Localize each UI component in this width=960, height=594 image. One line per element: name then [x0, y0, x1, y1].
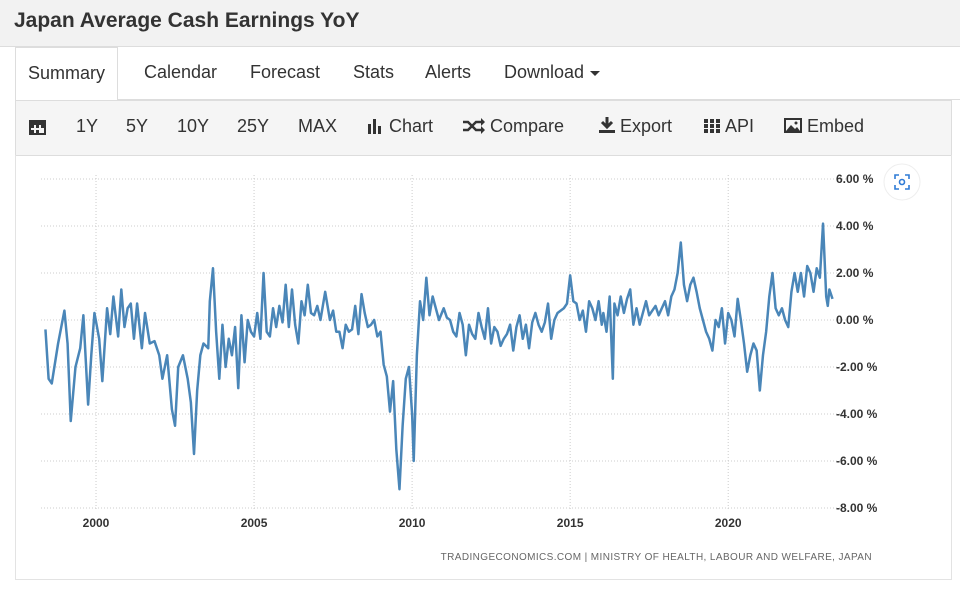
y-tick-label: -2.00 %: [836, 360, 878, 374]
button-label: Embed: [807, 116, 865, 136]
x-tick-label: 2015: [557, 516, 584, 530]
y-tick-label: -4.00 %: [836, 407, 878, 421]
export-button[interactable]: Export: [598, 116, 672, 137]
header: Japan Average Cash Earnings YoY: [0, 0, 960, 47]
icon: [704, 119, 720, 133]
tab[interactable]: Stats: [353, 62, 395, 82]
embed-button[interactable]: Embed: [783, 116, 864, 137]
y-tick-label: 6.00 %: [836, 172, 874, 186]
data-line: [44, 222, 834, 491]
x-tick-label: 2000: [83, 516, 110, 530]
tab[interactable]: Calendar: [144, 62, 218, 82]
dropdown-caret: [590, 70, 601, 76]
focus-dot: [898, 178, 906, 186]
y-tick-label: -8.00 %: [836, 501, 878, 515]
button-label: API: [725, 116, 755, 136]
y-tick-label: 4.00 %: [836, 219, 874, 233]
range-button[interactable]: 10Y: [177, 116, 210, 136]
icon: [463, 118, 485, 134]
tab[interactable]: Download: [504, 47, 601, 99]
tab-bar: Summary Calendar Forecast Stats Alerts D…: [15, 47, 960, 101]
x-tick-label: 2010: [399, 516, 426, 530]
y-tick-label: 0.00 %: [836, 313, 874, 327]
chart-button[interactable]: Chart: [367, 116, 433, 137]
api-button[interactable]: API: [703, 116, 754, 137]
x-tick-label: 2020: [715, 516, 742, 530]
focus-button[interactable]: [883, 163, 921, 201]
icon: [784, 118, 802, 133]
icon: [599, 117, 615, 133]
y-tick-label: 2.00 %: [836, 266, 874, 280]
range-button[interactable]: 5Y: [126, 116, 149, 136]
source-note: TRADINGECONOMICS.COM | MINISTRY OF HEALT…: [441, 552, 872, 563]
focus-icon: [894, 174, 910, 190]
tab-label: Download: [504, 62, 585, 82]
tab[interactable]: Summary: [15, 47, 119, 101]
x-tick-label: 2005: [241, 516, 268, 530]
compare-button[interactable]: Compare: [462, 116, 564, 137]
tab[interactable]: Alerts: [425, 62, 472, 82]
range-button[interactable]: 25Y: [237, 116, 270, 136]
range-button[interactable]: 1Y: [76, 116, 99, 136]
tab[interactable]: Forecast: [250, 62, 321, 82]
tab-label: Summary: [28, 63, 106, 83]
chart: TRADINGECONOMICS.COM | MINISTRY OF HEALT…: [41, 163, 921, 563]
y-tick-label: -6.00 %: [836, 454, 878, 468]
toolbar: 1Y 5Y 10Y 25Y MAX Chart Compare Export A…: [15, 100, 952, 156]
chart-panel: TRADINGECONOMICS.COM | MINISTRY OF HEALT…: [15, 155, 952, 580]
icon: [368, 119, 381, 134]
calendar-icon[interactable]: [28, 117, 47, 136]
page-title: Japan Average Cash Earnings YoY: [14, 9, 360, 32]
button-label: Export: [620, 116, 673, 136]
button-label: Chart: [389, 116, 434, 136]
range-button[interactable]: MAX: [298, 116, 338, 136]
button-label: Compare: [490, 116, 565, 136]
